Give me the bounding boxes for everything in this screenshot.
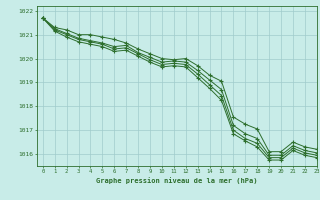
- X-axis label: Graphe pression niveau de la mer (hPa): Graphe pression niveau de la mer (hPa): [96, 177, 258, 184]
